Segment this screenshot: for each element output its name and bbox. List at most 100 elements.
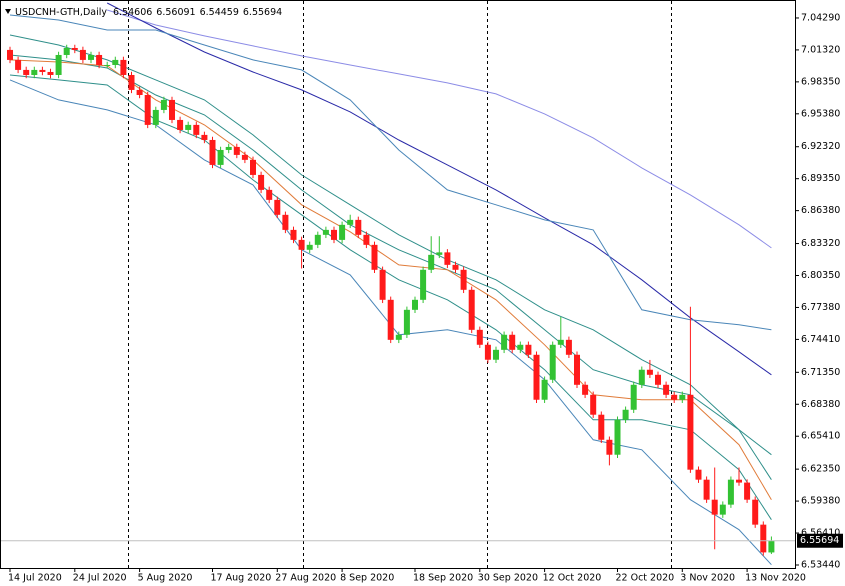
candle-body xyxy=(493,349,499,360)
candle-body xyxy=(274,199,281,215)
candle-body xyxy=(79,49,86,60)
candle-body xyxy=(671,394,678,400)
candle-body xyxy=(541,379,548,400)
candle-body xyxy=(687,394,694,470)
candle-body xyxy=(695,469,702,480)
header-close: 6.55694 xyxy=(243,7,282,18)
indicator-line xyxy=(9,34,772,456)
candle-body xyxy=(241,154,248,160)
candle-body xyxy=(663,384,670,395)
candle-body xyxy=(339,224,346,240)
candle-body xyxy=(638,369,645,385)
candle-body xyxy=(598,414,605,440)
candle-body xyxy=(501,334,508,350)
candle-body xyxy=(452,264,459,270)
y-tick-label: 7.01320 xyxy=(801,44,840,55)
candle-body xyxy=(209,139,216,165)
y-tick-label: 6.95380 xyxy=(801,108,840,119)
y-tick-label: 6.53440 xyxy=(801,559,840,570)
x-tick-label: 8 Sep 2020 xyxy=(340,573,394,584)
candle-body xyxy=(177,119,184,130)
candle-body xyxy=(606,439,613,455)
candle-body xyxy=(47,71,54,75)
candle-body xyxy=(136,89,143,95)
candle-body xyxy=(557,339,564,345)
candle-body xyxy=(574,354,580,385)
candle-body xyxy=(306,244,313,250)
header-open: 6.54606 xyxy=(113,7,152,18)
x-tick-label: 12 Oct 2020 xyxy=(543,573,602,584)
candle-body xyxy=(96,54,103,65)
y-tick-label: 6.74410 xyxy=(801,334,840,345)
candle-body xyxy=(120,59,127,75)
candle-body xyxy=(719,504,726,515)
candle-body xyxy=(379,269,386,300)
candle-body xyxy=(258,174,265,190)
y-tick-label: 6.86380 xyxy=(801,205,840,216)
x-tick-label: 27 Aug 2020 xyxy=(275,573,336,584)
candle-body xyxy=(185,124,192,130)
y-tick-label: 6.83320 xyxy=(801,238,840,249)
y-tick-label: 6.98350 xyxy=(801,76,840,87)
x-tick-label: 13 Nov 2020 xyxy=(745,573,806,584)
candle-body xyxy=(679,394,686,400)
x-tick-label: 22 Oct 2020 xyxy=(616,573,675,584)
candle-body xyxy=(282,214,289,230)
candle-body xyxy=(428,254,435,270)
candle-body xyxy=(347,219,354,225)
y-tick-label: 6.62350 xyxy=(801,464,840,475)
candle-body xyxy=(152,109,159,125)
symbol: USDCNH-GTH,Daily xyxy=(15,7,107,18)
header-low: 6.54459 xyxy=(200,7,239,18)
candle-body xyxy=(39,69,46,72)
candle-body xyxy=(331,229,337,240)
candle-body xyxy=(590,394,597,415)
x-tick-label: 18 Sep 2020 xyxy=(413,573,473,584)
y-tick-label: 6.77380 xyxy=(801,302,840,313)
candle-body xyxy=(55,54,62,75)
candle-body xyxy=(88,54,94,60)
candle-body xyxy=(549,344,556,380)
candle-body xyxy=(420,269,427,300)
candle-body xyxy=(565,339,572,355)
y-tick-label: 6.56410 xyxy=(801,528,840,539)
indicator-line xyxy=(9,14,772,331)
candle-body xyxy=(517,344,524,350)
candle-body xyxy=(31,69,38,75)
candle-body xyxy=(744,482,751,500)
y-tick-label: 6.65410 xyxy=(801,431,840,442)
x-tick-label: 17 Aug 2020 xyxy=(211,573,272,584)
x-tick-label: 30 Sep 2020 xyxy=(478,573,538,584)
candle-body xyxy=(193,124,200,135)
candle-body xyxy=(509,334,516,350)
candle-body xyxy=(112,59,119,65)
candle-body xyxy=(128,74,135,90)
candle-body xyxy=(711,499,718,515)
candle-body xyxy=(444,252,451,265)
candle-body xyxy=(736,479,742,483)
indicator-line xyxy=(106,2,772,376)
candle-body xyxy=(436,252,443,255)
y-tick-label: 6.59380 xyxy=(801,496,840,507)
candle-body xyxy=(412,299,418,310)
candle-body xyxy=(703,479,710,500)
candle-body xyxy=(15,59,22,70)
candle-body xyxy=(646,369,653,375)
x-tick-label: 3 Nov 2020 xyxy=(680,573,735,584)
candle-body xyxy=(169,99,175,120)
indicator-line xyxy=(107,9,772,249)
y-tick-label: 6.80350 xyxy=(801,270,840,281)
candle-body xyxy=(363,234,370,245)
candle-body xyxy=(160,99,167,110)
price-label: 6.55694 xyxy=(800,535,839,546)
candle-body xyxy=(622,409,629,420)
candle-body xyxy=(7,49,13,60)
candle-body xyxy=(217,149,224,165)
candle-body xyxy=(533,354,540,400)
candle-body xyxy=(484,344,491,360)
candle-body xyxy=(63,47,70,55)
candle-body xyxy=(23,69,30,75)
x-tick-label: 14 Jul 2020 xyxy=(8,573,62,584)
candle-body xyxy=(371,244,378,270)
